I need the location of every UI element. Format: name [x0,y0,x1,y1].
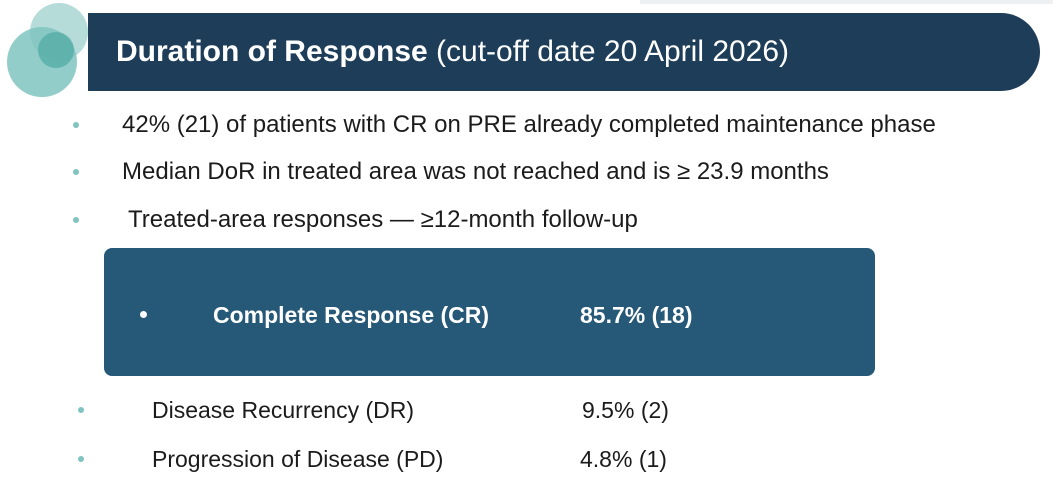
bullet-treated-area-responses: Treated-area responses — ≥12-month follo… [128,206,638,233]
progression-of-disease-label: Progression of Disease (PD) [152,446,444,472]
circle-overlap [38,32,74,68]
progression-of-disease-value: 4.8% (1) [580,446,667,472]
disease-recurrency-value: 9.5% (2) [582,397,669,423]
complete-response-highlight [104,248,875,376]
slide-title: Duration of Response (cut-off date 20 Ap… [116,30,789,74]
slide-title-bold: Duration of Response [116,35,428,68]
bullet-icon [73,217,79,223]
bullet-icon [73,122,79,128]
bullet-icon [73,169,79,175]
complete-response-value: 85.7% (18) [580,302,693,328]
bullet-completed-maintenance: 42% (21) of patients with CR on PRE alre… [122,111,936,138]
bullet-icon [78,407,84,413]
bullet-icon [140,311,147,318]
title-banner [88,13,1040,91]
slide-title-date: (cut-off date 20 April 2026) [436,35,790,68]
disease-recurrency-label: Disease Recurrency (DR) [152,397,415,423]
bullet-median-dor: Median DoR in treated area was not reach… [122,158,829,185]
top-edge-strip [640,0,1053,4]
complete-response-label: Complete Response (CR) [213,302,490,328]
decorative-circles-icon [7,3,88,97]
bullet-icon [78,456,84,462]
